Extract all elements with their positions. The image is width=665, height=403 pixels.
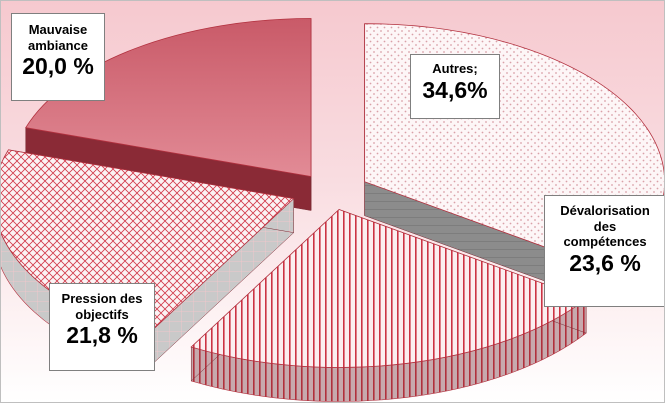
label-pression-line1: Pression des [61,291,143,306]
slice-devalorisation [190,208,587,402]
label-autres-value: 34,6% [422,76,488,103]
label-devalorisation-value: 23,6 % [569,249,641,276]
label-devalorisation-line1: Dévalorisation [560,203,650,218]
label-devalorisation-line2: des [593,218,617,234]
label-pression-value: 21,8 % [66,322,138,349]
label-pression-objectifs: Pression des objectifs 21,8 % [49,283,155,371]
label-mauvaise-ambiance-line2: ambiance [28,37,88,53]
label-mauvaise-ambiance: Mauvaise ambiance 20,0 % [11,13,105,101]
label-autres-name: Autres; [432,61,478,76]
label-mauvaise-ambiance-line1: Mauvaise [28,22,88,37]
label-autres: Autres; 34,6% [410,54,500,119]
label-mauvaise-ambiance-value: 20,0 % [22,53,94,80]
slice-devalorisation-top [190,209,587,368]
label-devalorisation-line3: compétences [563,234,647,250]
label-pression-line2: objectifs [75,306,129,322]
label-devalorisation: Dévalorisation des compétences 23,6 % [544,195,664,307]
slice-mauvaise-ambiance-top [25,18,312,177]
